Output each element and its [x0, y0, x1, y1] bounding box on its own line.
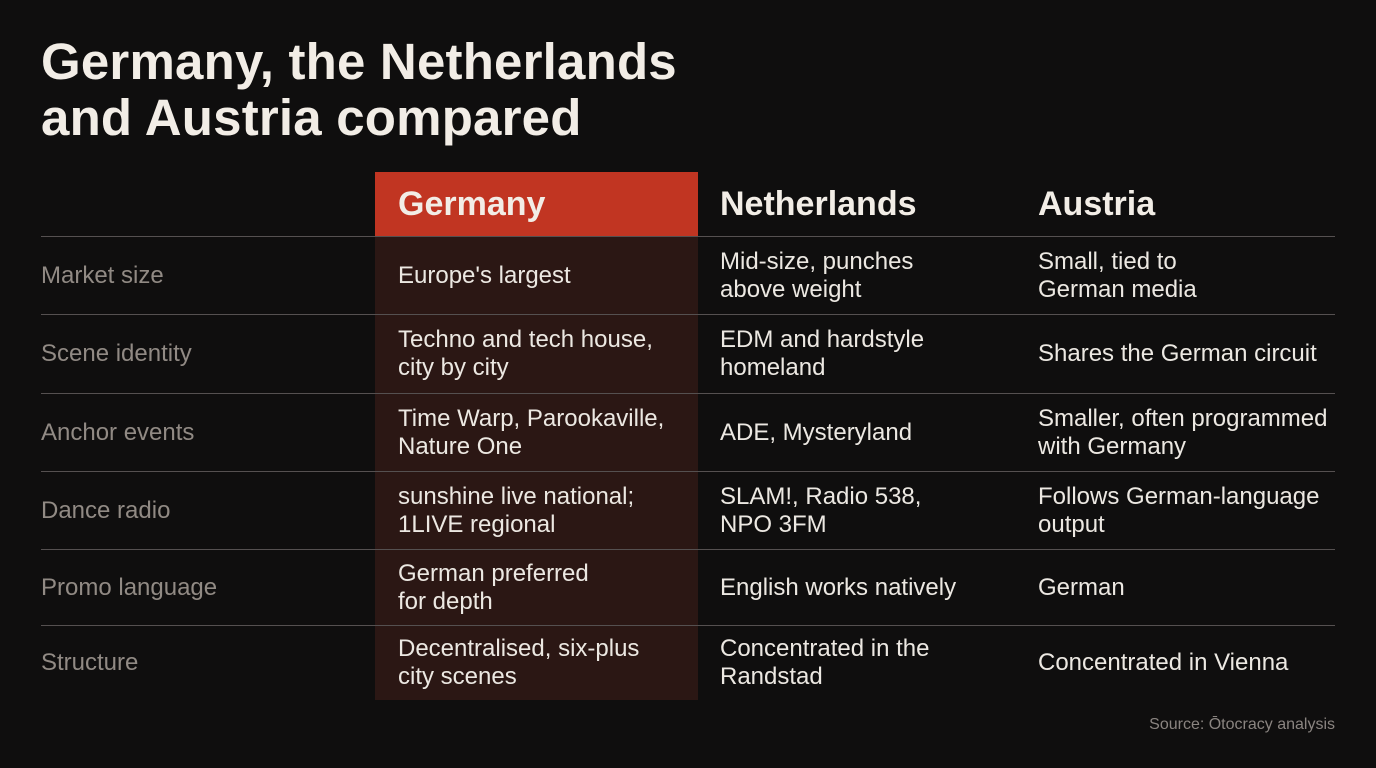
cell-structure-austria: Concentrated in Vienna [1038, 649, 1289, 676]
cell-structure-germany: Decentralised, six-plus city scenes [398, 635, 640, 690]
header-rule [41, 236, 1335, 237]
row-label-promo-language: Promo language [41, 573, 218, 601]
row-label-dance-radio: Dance radio [41, 496, 171, 524]
cell-anchor-events-netherlands: ADE, Mysteryland [720, 418, 913, 446]
germany-column-highlight [375, 172, 698, 700]
cell-anchor-events-germany: Time Warp, Parookaville, Nature One [398, 404, 665, 460]
cell-market-size-netherlands: Mid-size, punches above weight [720, 247, 914, 303]
cell-dance-radio-austria: Follows German-language output [1038, 482, 1320, 538]
cell-structure-netherlands: Concentrated in the Randstad [720, 635, 930, 690]
cell-scene-identity-austria: Shares the German circuit [1038, 340, 1317, 367]
cell-promo-language-austria: German [1038, 573, 1125, 601]
germany-header-highlight [375, 172, 698, 236]
cell-scene-identity-netherlands: EDM and hardstyle homeland [720, 326, 925, 381]
row-rule [41, 471, 1335, 472]
row-rule [41, 393, 1335, 394]
cell-dance-radio-germany: sunshine live national; 1LIVE regional [398, 482, 635, 538]
row-label-structure: Structure [41, 649, 139, 676]
cell-anchor-events-austria: Smaller, often programmed with Germany [1038, 404, 1328, 460]
row-rule [41, 549, 1335, 550]
page-title: Germany, the Netherlands and Austria com… [41, 34, 677, 146]
cell-promo-language-netherlands: English works natively [720, 573, 957, 601]
cell-dance-radio-netherlands: SLAM!, Radio 538, NPO 3FM [720, 482, 922, 538]
row-label-scene-identity: Scene identity [41, 340, 192, 367]
source-note: Source: Ōtocracy analysis [1149, 716, 1335, 733]
cell-scene-identity-germany: Techno and tech house, city by city [398, 326, 653, 381]
row-rule [41, 625, 1335, 626]
row-label-market-size: Market size [41, 261, 164, 289]
column-header-netherlands: Netherlands [720, 185, 917, 223]
row-rule [41, 314, 1335, 315]
title-line-1: Germany, the Netherlands [41, 33, 677, 90]
row-label-anchor-events: Anchor events [41, 418, 195, 446]
cell-promo-language-germany: German preferred for depth [398, 559, 589, 615]
cell-market-size-germany: Europe's largest [398, 261, 571, 289]
column-header-austria: Austria [1038, 185, 1156, 223]
cell-market-size-austria: Small, tied to German media [1038, 247, 1197, 303]
title-line-2: and Austria compared [41, 89, 582, 146]
column-header-germany: Germany [398, 185, 546, 223]
